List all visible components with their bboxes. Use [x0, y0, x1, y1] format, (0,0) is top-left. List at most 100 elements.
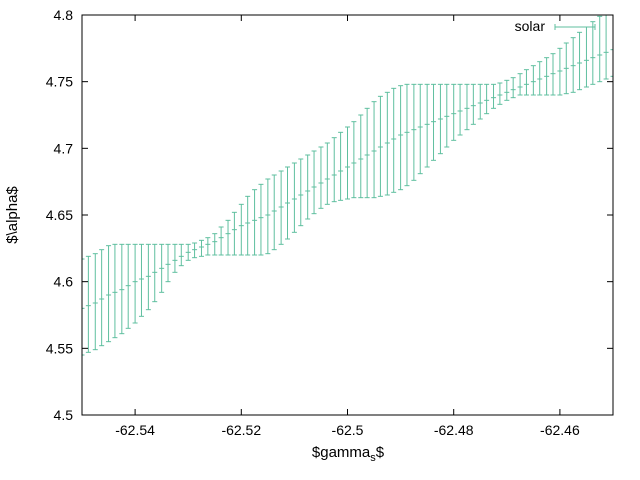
- error-bar-point: [517, 73, 523, 96]
- error-bar-point: [457, 83, 463, 136]
- error-bar-point: [82, 258, 85, 356]
- error-bar-point: [218, 226, 224, 256]
- error-bar-point: [159, 243, 165, 293]
- x-axis-label-subscript: s: [370, 452, 376, 464]
- error-bar-point: [138, 243, 144, 317]
- error-bar-point: [212, 233, 218, 256]
- error-bar-point: [231, 211, 237, 256]
- error-bar-point: [398, 85, 404, 191]
- error-bar-point: [172, 243, 178, 273]
- error-bar-point: [238, 203, 244, 256]
- error-bar-point: [198, 239, 204, 257]
- error-bar-point: [125, 243, 131, 329]
- y-tick-label: 4.7: [54, 140, 74, 156]
- error-bar-point: [291, 162, 297, 233]
- error-bar-point: [597, 15, 603, 83]
- error-bar-point: [583, 26, 589, 88]
- error-bar-point: [530, 65, 536, 96]
- error-bar-point: [377, 95, 383, 197]
- error-bar-point: [265, 178, 271, 255]
- error-bar-point: [178, 243, 184, 267]
- x-axis-label-end: $: [376, 444, 385, 461]
- error-bar-point: [537, 61, 543, 96]
- error-bar-point: [278, 170, 284, 245]
- error-bar-point: [192, 242, 198, 259]
- error-bar-point: [590, 21, 596, 85]
- error-bar-point: [464, 83, 470, 131]
- error-bar-point: [497, 82, 503, 105]
- y-tick-label: 4.5: [54, 407, 74, 423]
- error-bar-point: [338, 131, 344, 201]
- error-bar-point: [364, 107, 370, 199]
- error-bar-point: [119, 243, 125, 335]
- error-bar-point: [252, 189, 258, 256]
- axis-ticks: [82, 14, 613, 416]
- x-tick-label: -62.5: [332, 422, 364, 438]
- legend: solar: [515, 18, 596, 34]
- x-tick-label: -62.52: [221, 422, 261, 438]
- error-bar-point: [404, 83, 410, 187]
- error-bar-point: [305, 154, 311, 220]
- legend-label-solar: solar: [515, 18, 546, 34]
- error-bar-point: [550, 53, 556, 96]
- error-bar-point: [384, 91, 390, 196]
- error-bar-point: [577, 31, 583, 91]
- error-bar-point: [271, 174, 277, 251]
- error-bar-point: [205, 237, 211, 256]
- error-bar-point: [603, 15, 609, 80]
- error-bar-point: [112, 243, 118, 339]
- error-bar-point: [451, 83, 457, 141]
- error-bar-point: [99, 249, 105, 347]
- error-bars-layer: [82, 15, 613, 356]
- error-bar-point: [371, 101, 377, 199]
- error-bar-point: [504, 79, 510, 101]
- error-bar-point: [351, 121, 357, 199]
- legend-sample-errorbar: [554, 24, 596, 30]
- y-tick-label: 4.55: [46, 340, 73, 356]
- error-bar-point: [185, 243, 191, 261]
- x-tick-label: -62.54: [115, 422, 155, 438]
- error-bar-point: [570, 37, 576, 93]
- error-bar-point: [106, 245, 112, 343]
- y-tick-label: 4.6: [54, 274, 74, 290]
- x-tick-label: -62.46: [540, 422, 580, 438]
- error-bar-point: [152, 243, 158, 303]
- error-bar-point: [557, 47, 563, 96]
- error-bar-point: [417, 83, 423, 175]
- error-bar-point: [85, 255, 91, 353]
- error-bar-point: [510, 77, 516, 99]
- y-tick-labels: 4.5 4.55 4.6 4.65 4.7 4.75 4.8: [46, 7, 73, 423]
- error-bar-point: [165, 243, 171, 283]
- error-bar-point: [132, 243, 138, 324]
- error-bar-point: [145, 243, 151, 311]
- error-bar-point: [563, 42, 569, 95]
- error-bar-point: [245, 195, 251, 256]
- error-bar-point: [424, 83, 430, 168]
- x-axis-label: $gammas$: [312, 444, 385, 464]
- error-bar-point: [358, 114, 364, 199]
- error-bar-point: [431, 83, 437, 161]
- error-bar-point: [345, 126, 350, 200]
- error-bar-point: [311, 150, 317, 215]
- y-axis-label: $\alpha$: [4, 186, 21, 244]
- error-bar-point: [411, 83, 417, 181]
- error-bar-point: [437, 83, 443, 155]
- error-bar-point: [324, 142, 330, 205]
- error-bar-point: [391, 87, 397, 193]
- error-bar-point: [225, 219, 231, 256]
- x-tick-label: -62.48: [434, 422, 474, 438]
- error-bar-point: [484, 83, 490, 115]
- error-bar-point: [544, 57, 550, 96]
- error-bar-point: [284, 166, 290, 240]
- y-tick-label: 4.65: [46, 207, 73, 223]
- error-bar-point: [318, 146, 324, 209]
- y-tick-label: 4.8: [54, 7, 74, 23]
- error-bar-point: [491, 83, 497, 109]
- error-bar-point: [477, 83, 483, 120]
- error-bar-point: [610, 15, 613, 77]
- error-bar-point: [298, 158, 304, 227]
- error-bar-point: [470, 83, 476, 125]
- error-bar-point: [92, 253, 98, 351]
- error-bar-point: [444, 83, 450, 148]
